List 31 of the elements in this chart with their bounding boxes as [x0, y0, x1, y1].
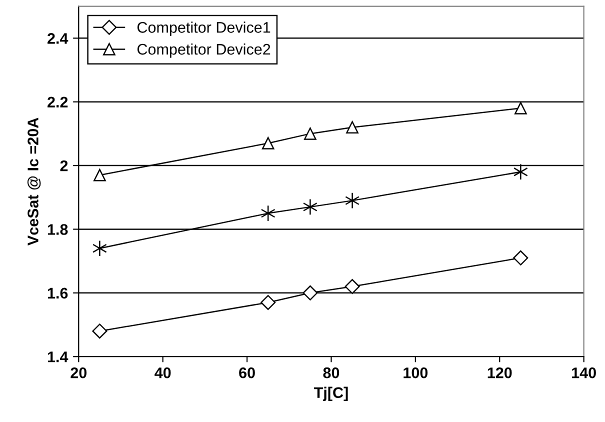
legend-label: Competitor Device2	[137, 43, 270, 58]
y-tick-label: 1.8	[48, 224, 68, 235]
x-tick-label: 140	[572, 367, 596, 378]
y-tick-label: 2.4	[48, 33, 68, 44]
point	[513, 164, 528, 180]
x-tick-label: 80	[323, 367, 340, 378]
x-axis-title: Tj[C]	[314, 386, 348, 402]
point	[260, 294, 276, 310]
point	[344, 279, 360, 294]
y-tick-label: 1.6	[48, 288, 68, 299]
x-tick-label: 20	[70, 367, 87, 378]
legend-label: Competitor Device1	[137, 22, 270, 36]
x-tick-label: 100	[404, 367, 428, 378]
point	[513, 250, 528, 266]
point	[94, 168, 106, 182]
y-tick-label: 2	[60, 160, 68, 172]
point	[514, 102, 527, 114]
point	[302, 285, 318, 300]
point	[92, 324, 108, 339]
y-tick-label: 2.2	[48, 96, 68, 108]
y-tick-label: 1.4	[48, 352, 68, 362]
point	[304, 128, 316, 140]
point	[345, 192, 360, 209]
y-axis-title: VceSat @ Ic =20A	[27, 118, 41, 246]
point	[262, 137, 274, 150]
x-tick-label: 40	[154, 367, 171, 378]
point	[92, 240, 107, 257]
x-tick-label: 120	[488, 367, 512, 378]
point	[302, 198, 318, 216]
point	[346, 121, 358, 134]
x-tick-label: 60	[239, 367, 255, 378]
